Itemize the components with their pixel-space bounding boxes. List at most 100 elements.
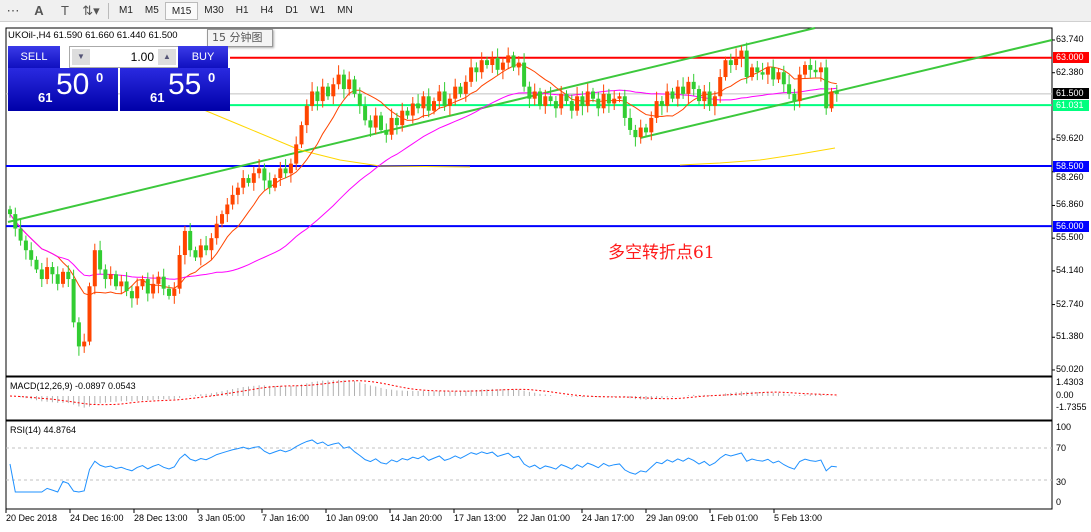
buy-button[interactable]: BUY — [178, 46, 228, 68]
candle-body — [575, 96, 580, 111]
candle-body — [622, 96, 627, 118]
time-axis-label: 17 Jan 13:00 — [454, 513, 507, 523]
candle-body — [119, 281, 124, 287]
one-click-trading-panel: SELL ▼ 1.00 ▲ BUY 61 50 0 61 55 0 — [8, 46, 230, 111]
arrows-icon[interactable]: ⇅▾ — [82, 2, 100, 18]
candle-body — [145, 279, 150, 294]
candle-body — [797, 74, 802, 102]
candle-body — [230, 194, 235, 205]
timeframe-mn[interactable]: MN — [337, 4, 353, 16]
candle-body — [824, 67, 829, 109]
timeframe-m30[interactable]: M30 — [204, 4, 224, 16]
timeframe-m5[interactable]: M5 — [144, 4, 159, 16]
sell-price[interactable]: 61 50 0 — [8, 68, 118, 111]
candle-body — [654, 101, 659, 118]
candle-body — [744, 50, 749, 78]
level-tag: 63.000 — [1053, 52, 1089, 64]
candle-body — [485, 60, 489, 66]
candle-body — [394, 117, 399, 126]
time-axis-label: 3 Jan 05:00 — [198, 513, 246, 523]
candle-body — [686, 81, 691, 94]
candle-body — [92, 250, 97, 287]
lot-value[interactable]: 1.00 — [130, 50, 154, 64]
main-pane-frame — [5, 27, 1053, 377]
ma-yellow-right — [679, 147, 836, 166]
price-axis-label: 52.740 — [1056, 298, 1084, 309]
candle-body — [765, 67, 770, 75]
lot-decrease-button[interactable]: ▼ — [72, 49, 90, 65]
timeframe-h4[interactable]: H4 — [260, 4, 274, 16]
candle-body — [760, 72, 765, 75]
time-axis-label: 5 Feb 13:00 — [774, 513, 823, 523]
candle-body — [267, 180, 272, 188]
candle-body — [771, 67, 776, 80]
period-separator-icon[interactable]: ⋯ — [6, 2, 20, 18]
time-axis-label: 1 Feb 01:00 — [710, 513, 759, 523]
rsi-pane-frame — [5, 420, 1053, 510]
macd-axis-label: 1.4303 — [1056, 377, 1084, 387]
timeframe-d1[interactable]: D1 — [285, 4, 299, 16]
price-axis-label: 63.740 — [1056, 34, 1084, 44]
candle-body — [506, 55, 511, 63]
buy-price-prefix: 61 — [150, 90, 165, 105]
macd-pane-frame — [5, 376, 1053, 421]
candle-body — [665, 91, 670, 106]
time-axis-label: 22 Jan 01:00 — [518, 513, 571, 523]
level-tag: 61.031 — [1053, 99, 1089, 111]
candle-body — [474, 67, 479, 73]
candle-body — [225, 204, 230, 215]
candle-body — [776, 72, 781, 80]
time-axis-label: 20 Dec 2018 — [6, 513, 58, 523]
candle-body — [755, 67, 760, 73]
macd-axis-label: -1.7355 — [1056, 402, 1087, 412]
sell-price-prefix: 61 — [38, 90, 53, 105]
sell-button[interactable]: SELL — [8, 46, 60, 68]
chart-annotation[interactable]: 多空转折点61 — [608, 243, 715, 263]
price-axis-label: 62.380 — [1056, 66, 1084, 77]
timeframe-m15[interactable]: M15 — [164, 1, 199, 20]
candle-body — [675, 86, 680, 99]
candle-body — [50, 267, 55, 275]
candle-body — [167, 288, 171, 296]
candle-body — [129, 291, 134, 299]
candle-body — [193, 250, 198, 258]
candle-body — [453, 86, 458, 99]
candle-body — [151, 283, 156, 294]
candle-body — [400, 110, 405, 126]
buy-price[interactable]: 61 55 0 — [120, 68, 230, 111]
candle-body — [511, 55, 516, 68]
candle-body — [283, 168, 288, 174]
candle-body — [500, 62, 505, 70]
trendline-upper — [7, 27, 816, 223]
timeframe-m1[interactable]: M1 — [119, 4, 133, 16]
lot-increase-button[interactable]: ▲ — [158, 49, 176, 65]
candle-body — [352, 79, 357, 94]
candle-body — [331, 84, 336, 97]
candle-body — [246, 178, 251, 183]
candle-body — [670, 91, 675, 99]
rsi-axis-label: 100 — [1056, 422, 1072, 432]
candle-body — [336, 74, 341, 85]
candle-body — [135, 286, 140, 299]
candle-body — [294, 144, 299, 164]
candle-body — [426, 96, 431, 111]
buy-price-fraction: 0 — [208, 70, 216, 85]
candle-body — [23, 240, 28, 251]
candle-body — [818, 67, 823, 73]
rsi-axis-label: 30 — [1056, 477, 1067, 487]
trendline-lower — [639, 39, 1053, 139]
candle-body — [416, 103, 421, 109]
timeframe-w1[interactable]: W1 — [310, 4, 326, 16]
candle-body — [787, 84, 792, 94]
lot-size-input[interactable]: ▼ 1.00 ▲ — [69, 46, 179, 68]
price-axis-label: 54.140 — [1056, 264, 1084, 275]
text-icon[interactable]: A — [34, 3, 44, 18]
candle-body — [702, 91, 707, 102]
candle-body — [490, 57, 495, 66]
text-label-icon[interactable]: T — [61, 3, 69, 18]
candle-body — [750, 67, 754, 78]
candle-body — [204, 245, 209, 251]
time-axis-label: 14 Jan 20:00 — [390, 513, 443, 523]
timeframe-h1[interactable]: H1 — [235, 4, 249, 16]
